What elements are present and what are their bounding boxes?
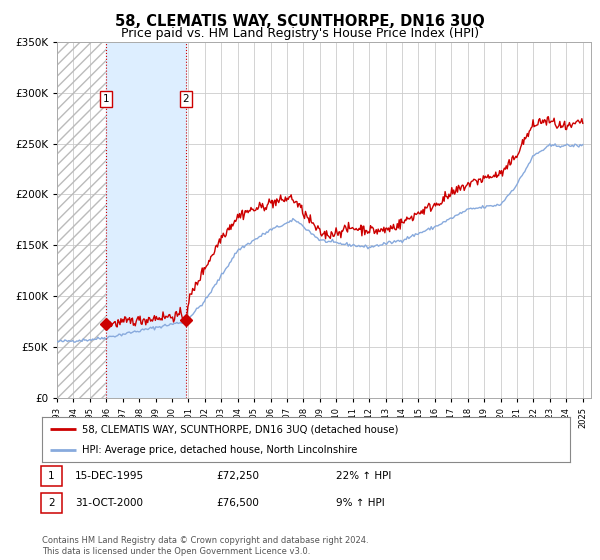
- Text: 31-OCT-2000: 31-OCT-2000: [75, 498, 143, 508]
- Text: 2: 2: [182, 94, 189, 104]
- Text: Contains HM Land Registry data © Crown copyright and database right 2024.
This d: Contains HM Land Registry data © Crown c…: [42, 536, 368, 556]
- Text: £76,500: £76,500: [216, 498, 259, 508]
- Text: 15-DEC-1995: 15-DEC-1995: [75, 471, 144, 481]
- Text: 1: 1: [103, 94, 109, 104]
- Text: 58, CLEMATIS WAY, SCUNTHORPE, DN16 3UQ (detached house): 58, CLEMATIS WAY, SCUNTHORPE, DN16 3UQ (…: [82, 424, 398, 435]
- Text: Price paid vs. HM Land Registry's House Price Index (HPI): Price paid vs. HM Land Registry's House …: [121, 27, 479, 40]
- Text: 1: 1: [48, 471, 55, 481]
- Text: 9% ↑ HPI: 9% ↑ HPI: [336, 498, 385, 508]
- Text: HPI: Average price, detached house, North Lincolnshire: HPI: Average price, detached house, Nort…: [82, 445, 357, 455]
- Text: 2: 2: [48, 498, 55, 508]
- Text: 22% ↑ HPI: 22% ↑ HPI: [336, 471, 391, 481]
- Text: 58, CLEMATIS WAY, SCUNTHORPE, DN16 3UQ: 58, CLEMATIS WAY, SCUNTHORPE, DN16 3UQ: [115, 14, 485, 29]
- Text: £72,250: £72,250: [216, 471, 259, 481]
